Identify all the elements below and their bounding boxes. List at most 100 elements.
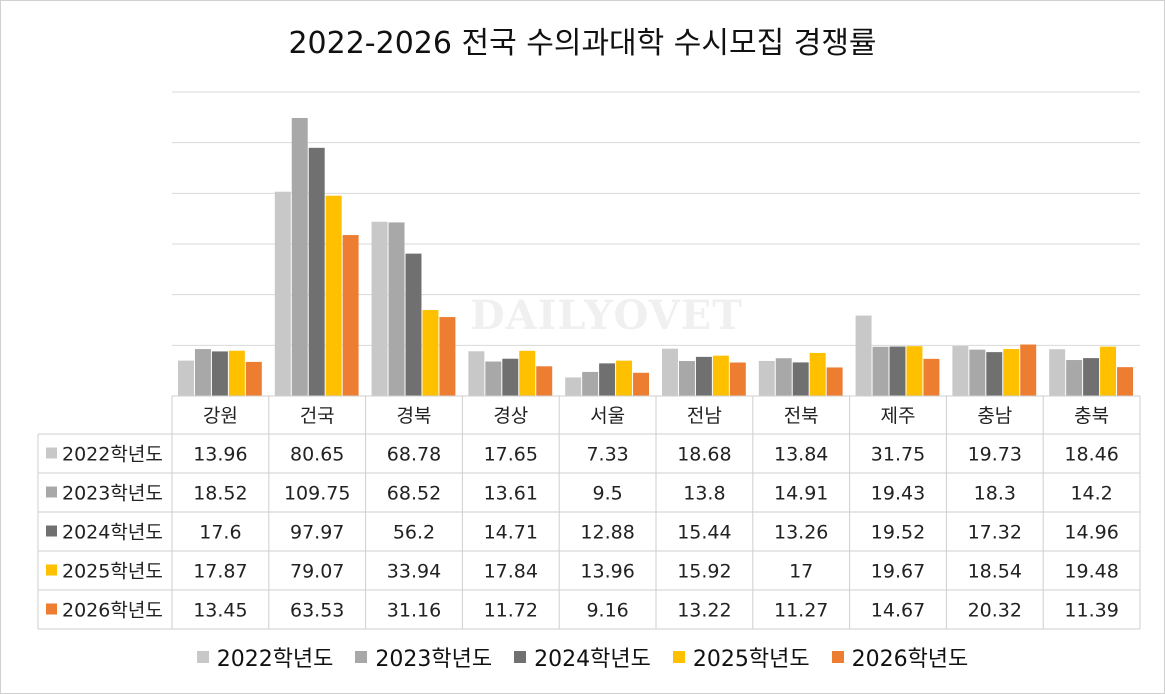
table-value: 13.22 xyxy=(677,600,731,622)
bar xyxy=(1020,344,1037,396)
bar xyxy=(616,360,633,396)
category-label: 경상 xyxy=(493,405,528,427)
bar xyxy=(633,372,649,396)
bar xyxy=(211,351,228,396)
bar xyxy=(1083,358,1100,396)
table-value: 14.2 xyxy=(1070,483,1112,505)
category-label: 건국 xyxy=(300,405,335,427)
category-label: 제주 xyxy=(881,405,916,427)
bar xyxy=(855,315,872,396)
table-value: 31.75 xyxy=(871,444,925,466)
bar xyxy=(371,221,388,396)
legend-item: 2024학년도 xyxy=(514,641,651,673)
legend-label: 2024학년도 xyxy=(534,647,651,672)
table-value: 18.52 xyxy=(193,483,247,505)
bar xyxy=(194,349,211,396)
bar xyxy=(308,147,325,396)
table-legend-swatch xyxy=(46,564,57,576)
table-value: 17.65 xyxy=(484,444,538,466)
bar xyxy=(582,371,599,396)
bar xyxy=(245,361,262,396)
bar xyxy=(1066,360,1083,396)
legend-label: 2023학년도 xyxy=(375,647,493,672)
table-value: 17.87 xyxy=(193,561,247,583)
table-value: 13.61 xyxy=(484,483,538,505)
bar xyxy=(291,117,308,396)
bar xyxy=(792,362,809,396)
bar xyxy=(325,195,342,396)
bar xyxy=(906,346,923,396)
table-value: 17 xyxy=(789,561,813,583)
table-value: 11.72 xyxy=(484,600,538,622)
table-value: 14.91 xyxy=(774,483,828,505)
bar xyxy=(599,363,616,396)
table-value: 15.92 xyxy=(677,561,731,583)
bar xyxy=(952,346,969,396)
bar xyxy=(695,356,712,396)
bar xyxy=(485,361,502,396)
category-label: 서울 xyxy=(590,405,625,427)
legend-swatch xyxy=(831,651,844,663)
bar xyxy=(274,191,291,396)
table-value: 14.71 xyxy=(484,522,538,544)
table-row-label: 2026학년도 xyxy=(62,600,163,622)
bar xyxy=(1117,367,1133,396)
table-value: 109.75 xyxy=(284,483,350,505)
bar xyxy=(178,360,194,396)
table-value: 68.52 xyxy=(387,483,441,505)
category-label: 경북 xyxy=(397,405,432,427)
table-value: 18.3 xyxy=(974,483,1016,505)
legend: 2022학년도 2023학년도 2024학년도 2025학년도 2026학년도 xyxy=(0,641,1165,673)
bar xyxy=(826,367,843,396)
table-value: 9.16 xyxy=(586,600,628,622)
legend-item: 2026학년도 xyxy=(831,641,969,673)
bar xyxy=(519,350,536,396)
bar xyxy=(775,358,792,396)
table-value: 17.6 xyxy=(199,522,241,544)
bar xyxy=(439,317,456,396)
table-value: 15.44 xyxy=(677,522,731,544)
chart-title: 2022-2026 전국 수의과대학 수시모집 경쟁률 xyxy=(288,26,877,61)
bar xyxy=(565,377,582,396)
table-value: 13.45 xyxy=(193,600,247,622)
table-value: 14.96 xyxy=(1064,522,1118,544)
table-value: 97.97 xyxy=(290,522,344,544)
table-value: 18.54 xyxy=(968,561,1022,583)
table-row-label: 2023학년도 xyxy=(62,483,163,505)
table-value: 11.39 xyxy=(1064,600,1118,622)
table-value: 19.52 xyxy=(871,522,925,544)
bar xyxy=(809,352,826,396)
table-value: 13.8 xyxy=(683,483,725,505)
legend-swatch xyxy=(355,651,368,663)
table-value: 31.16 xyxy=(387,600,441,622)
table-value: 20.32 xyxy=(968,600,1022,622)
bar xyxy=(1100,346,1117,396)
table-value: 13.26 xyxy=(774,522,828,544)
legend-item: 2022학년도 xyxy=(196,641,334,673)
table-legend-swatch xyxy=(46,525,57,537)
category-label: 충북 xyxy=(1074,405,1109,427)
category-label: 전북 xyxy=(784,405,819,427)
table-value: 17.84 xyxy=(484,561,538,583)
bar xyxy=(969,349,986,396)
table-row-label: 2025학년도 xyxy=(62,561,163,583)
table-value: 7.33 xyxy=(586,444,628,466)
table-value: 18.46 xyxy=(1064,444,1118,466)
table-value: 12.88 xyxy=(580,522,634,544)
bar xyxy=(388,222,405,396)
category-label: 강원 xyxy=(203,405,238,427)
bar xyxy=(729,362,746,396)
table-value: 19.67 xyxy=(871,561,925,583)
legend-swatch xyxy=(672,651,685,663)
legend-label: 2026학년도 xyxy=(851,647,969,672)
bar xyxy=(758,360,775,396)
table-value: 13.96 xyxy=(580,561,634,583)
bar xyxy=(1003,349,1020,396)
legend-label: 2022학년도 xyxy=(216,647,334,672)
bar xyxy=(228,350,245,396)
bar xyxy=(342,235,359,396)
legend-label: 2025학년도 xyxy=(692,647,810,672)
bar xyxy=(872,346,889,396)
table-value: 18.68 xyxy=(677,444,731,466)
